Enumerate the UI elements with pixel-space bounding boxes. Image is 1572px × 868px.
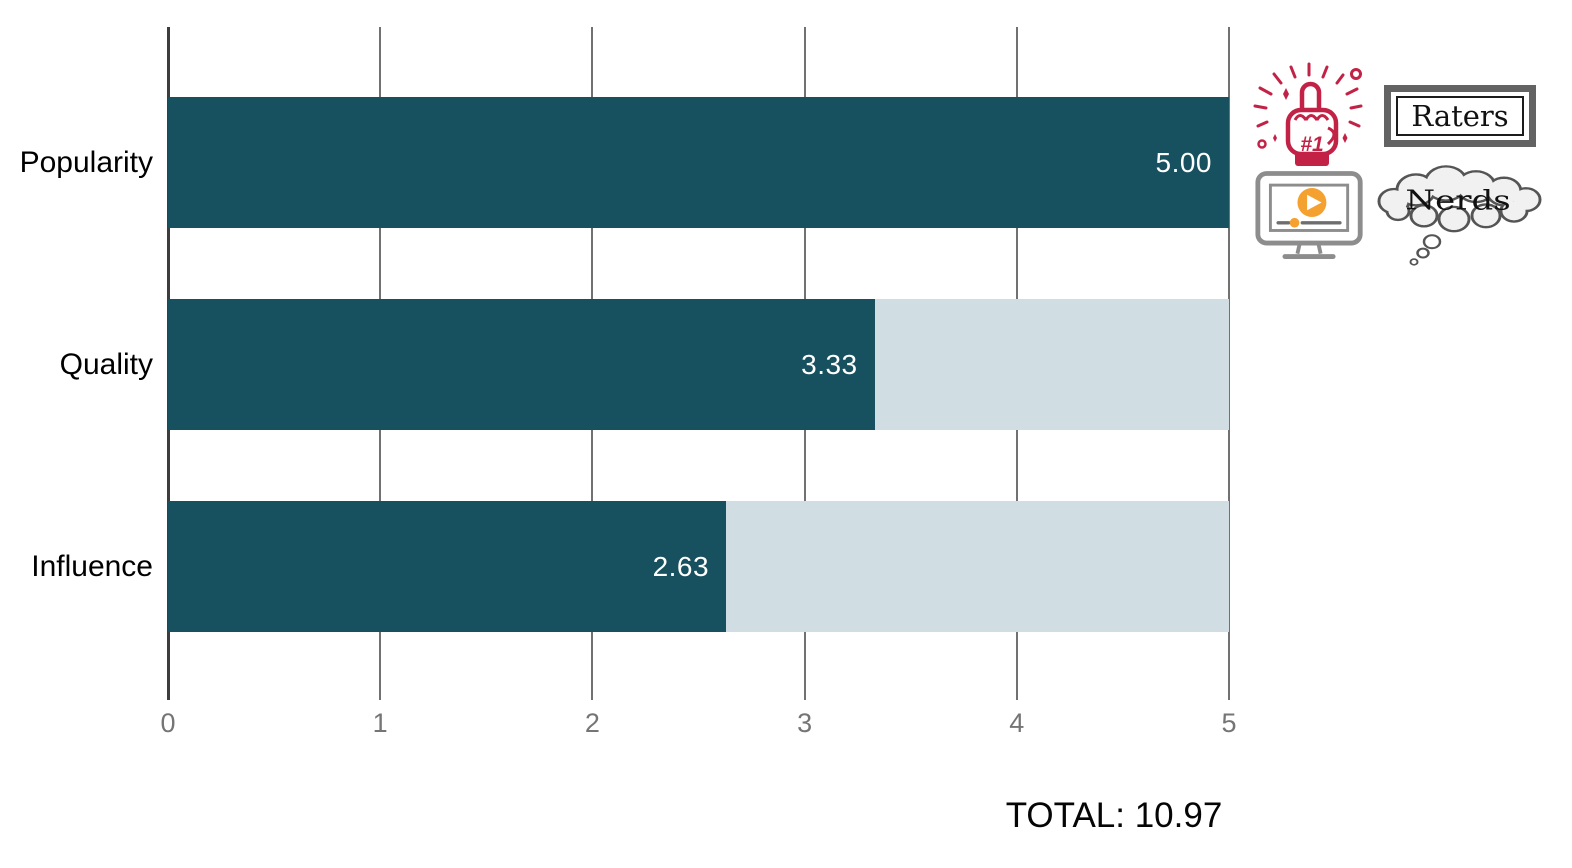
x-tick-label-1: 1	[372, 708, 388, 738]
category-label-popularity: Popularity	[19, 145, 153, 179]
video-monitor-play-icon	[1255, 171, 1363, 259]
category-label-influence: Influence	[31, 549, 153, 583]
foam-finger-number-one-icon: #1	[1253, 62, 1363, 166]
nerds-label: Nerds	[1405, 184, 1510, 216]
x-tick-label-4: 4	[1009, 708, 1025, 738]
gridline-x-5	[1228, 27, 1230, 700]
svg-text:#1: #1	[1300, 133, 1323, 156]
x-tick-label-0: 0	[160, 708, 176, 738]
bar-value-label-quality: 3.33	[801, 348, 858, 380]
x-tick-label-2: 2	[584, 708, 600, 738]
bar-row-quality: 3.33	[168, 299, 1229, 430]
bar-row-popularity: 5.00	[168, 97, 1229, 228]
bar-fill-influence: 2.63	[168, 501, 727, 632]
bar-fill-quality: 3.33	[168, 299, 875, 430]
raters-frame: Raters	[1384, 85, 1536, 147]
x-tick-label-5: 5	[1221, 708, 1237, 738]
bar-row-influence: 2.63	[168, 501, 1229, 632]
bar-value-label-influence: 2.63	[652, 550, 710, 582]
x-tick-label-3: 3	[797, 708, 813, 738]
category-label-quality: Quality	[59, 347, 153, 381]
nerds-thought-bubble: Nerds	[1377, 165, 1542, 266]
bar-value-label-popularity: 5.00	[1155, 146, 1212, 178]
bar-fill-popularity: 5.00	[168, 97, 1229, 228]
total-label: TOTAL: 10.97	[1005, 796, 1223, 835]
raters-label: Raters	[1396, 96, 1524, 136]
